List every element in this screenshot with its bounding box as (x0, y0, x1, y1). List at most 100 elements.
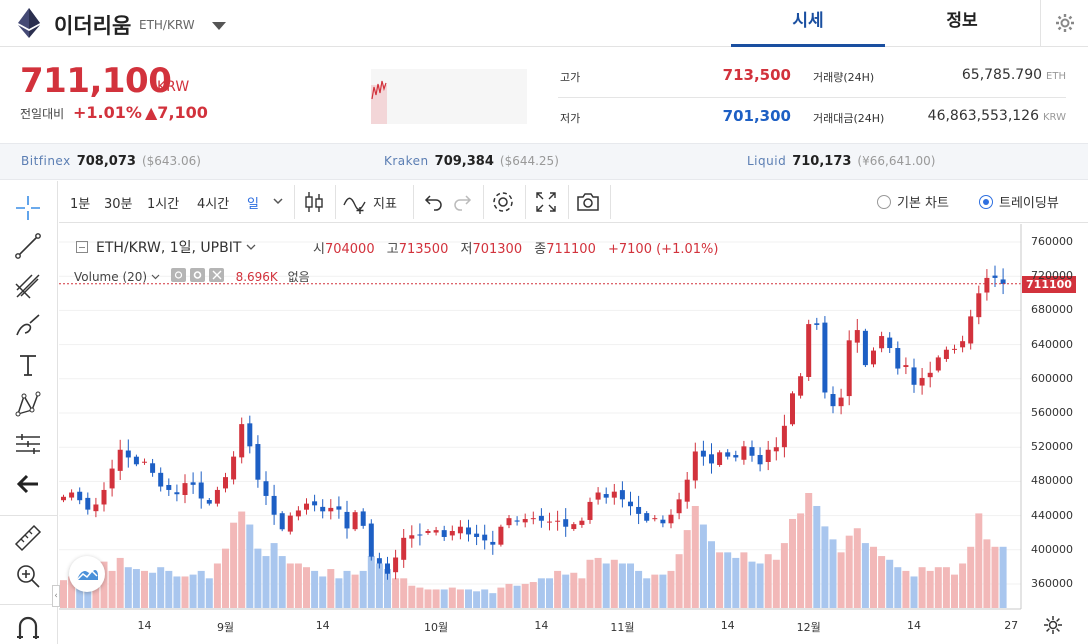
volume-bar (408, 585, 416, 608)
candle (190, 482, 196, 485)
coin-select-caret-icon[interactable] (212, 22, 226, 30)
tab-price[interactable]: 시세 (731, 0, 885, 47)
volume-bar (181, 576, 189, 608)
coin-pair[interactable]: ETH/KRW (139, 18, 195, 32)
change-percent: +1.01% (73, 103, 142, 122)
fullscreen-icon[interactable] (533, 189, 559, 215)
candle (960, 341, 966, 348)
candle (684, 479, 690, 502)
trend-line-icon[interactable] (12, 230, 44, 262)
volume-bar (303, 567, 310, 608)
candle (352, 512, 358, 530)
symbol-label[interactable]: ETH/KRW, 1일, UPBIT (96, 240, 242, 256)
volume-bar (141, 570, 148, 608)
volume-indicator-value: 8.696K (235, 270, 278, 284)
indicator-controls[interactable] (170, 267, 226, 283)
candle-type-icon[interactable] (301, 189, 327, 215)
volume-legend[interactable]: Volume (20) 8.696K 없음 (74, 267, 310, 285)
candlestick-chart[interactable] (59, 224, 1088, 644)
chart-logo-button[interactable] (69, 556, 105, 592)
time-axis-label: 10월 (424, 621, 449, 634)
pattern-icon[interactable] (12, 388, 44, 420)
indicator-icon[interactable] (342, 189, 368, 215)
candle (984, 277, 990, 293)
coin-name[interactable]: 이더리움 (54, 14, 132, 38)
candle (563, 519, 569, 527)
volume-bar (173, 576, 181, 608)
interval-1h[interactable]: 1시간 (147, 197, 180, 212)
time-axis-label: 12월 (796, 621, 821, 634)
ruler-icon[interactable] (12, 522, 44, 554)
zoom-in-icon[interactable] (12, 560, 44, 592)
visibility-icon[interactable] (170, 268, 186, 282)
prediction-icon[interactable] (12, 428, 44, 460)
high-label: 고가 (560, 71, 581, 84)
volume-bar (999, 546, 1007, 608)
interval-4h[interactable]: 4시간 (197, 197, 230, 212)
candle (838, 397, 844, 407)
price-unit: KRW (157, 79, 190, 95)
radio-basic[interactable] (877, 195, 891, 209)
volume-bar (959, 563, 967, 608)
candle (117, 449, 123, 471)
turnover-label: 거래대금(24H) (813, 112, 885, 125)
chart-mode-tradingview[interactable]: 트레이딩뷰 (979, 192, 1059, 211)
axis-settings-gear-icon[interactable] (1042, 614, 1064, 636)
price-axis-label: 480000 (1031, 474, 1073, 488)
candle (547, 521, 552, 523)
volume-bar (918, 567, 926, 608)
back-arrow-icon[interactable] (12, 468, 44, 500)
open-value: 704000 (324, 242, 375, 257)
interval-1d[interactable]: 일 (247, 197, 259, 212)
brush-icon[interactable] (12, 309, 44, 341)
redo-icon[interactable] (450, 189, 476, 215)
change-amount: ▲7,100 (145, 103, 208, 122)
volume-bar (311, 570, 319, 608)
volume-bar (667, 570, 675, 608)
tab-info[interactable]: 정보 (946, 11, 978, 31)
candle (911, 367, 917, 385)
volume-bar (716, 552, 724, 608)
camera-icon[interactable] (575, 189, 601, 215)
crosshair-icon[interactable] (12, 192, 44, 224)
low-label: 저 (460, 242, 473, 257)
undo-icon[interactable] (420, 189, 446, 215)
volume-bar (246, 524, 254, 608)
text-icon[interactable] (12, 349, 44, 381)
volume-bar (100, 561, 108, 608)
candle (376, 558, 382, 564)
indicator-button[interactable]: 지표 (373, 197, 397, 212)
volume-bar (627, 563, 634, 608)
candle (952, 348, 957, 350)
pitchfork-icon[interactable] (12, 270, 44, 302)
collapse-legend-icon[interactable] (76, 241, 88, 253)
chevron-down-icon[interactable] (272, 197, 284, 207)
interval-30m[interactable]: 30분 (104, 197, 133, 212)
volume-indicator-label[interactable]: Volume (20) (74, 270, 148, 284)
price-chart[interactable]: ETH/KRW, 1일, UPBIT 시704000 고713500 저7013… (59, 224, 1088, 644)
candle (109, 468, 115, 489)
magnet-icon[interactable] (12, 611, 44, 643)
scroll-left-handle[interactable]: ‹ (52, 585, 60, 607)
settings-icon[interactable] (189, 268, 205, 282)
volume-bar (886, 559, 894, 608)
volume-bar (448, 587, 456, 608)
candle (255, 444, 261, 480)
interval-1m[interactable]: 1분 (70, 197, 91, 212)
chevron-down-icon[interactable] (246, 244, 256, 252)
volume-bar (497, 587, 505, 608)
radio-tradingview[interactable] (979, 195, 993, 209)
chart-settings-gear-icon[interactable] (490, 189, 516, 215)
settings-button[interactable] (1040, 0, 1088, 47)
candle (919, 377, 925, 386)
price-axis-label: 680000 (1031, 303, 1073, 317)
volume-bar (481, 589, 489, 608)
chevron-down-icon[interactable] (151, 274, 160, 281)
candle (174, 492, 180, 495)
volume-bar (853, 528, 861, 608)
volume-bar (845, 535, 853, 608)
volume-bar (691, 505, 699, 608)
volume-bar (489, 593, 497, 608)
chart-mode-basic[interactable]: 기본 차트 (877, 192, 949, 211)
symbol-legend[interactable]: ETH/KRW, 1일, UPBIT (76, 237, 256, 257)
